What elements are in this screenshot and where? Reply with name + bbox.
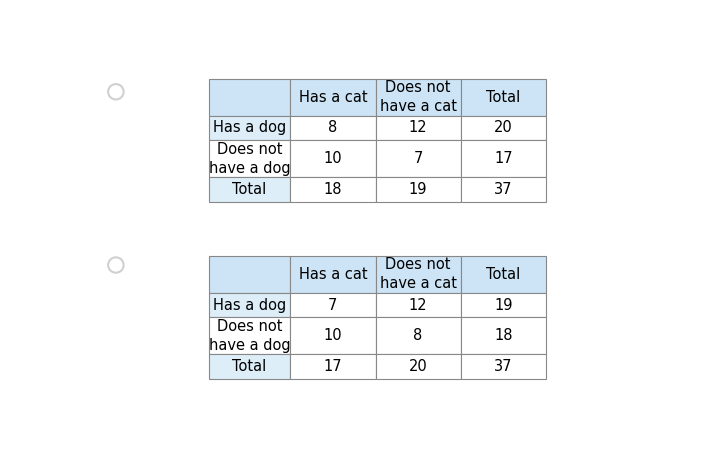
Text: 8: 8	[413, 328, 422, 343]
Bar	[461, 116, 546, 140]
Bar	[376, 256, 461, 293]
Bar	[290, 79, 376, 116]
Text: Does not
have a dog: Does not have a dog	[209, 319, 290, 353]
Bar	[209, 116, 290, 140]
Bar	[376, 140, 461, 177]
Bar	[290, 256, 376, 293]
Bar	[290, 140, 376, 177]
Text: Has a cat: Has a cat	[299, 267, 367, 282]
Bar	[461, 256, 546, 293]
Text: Total: Total	[486, 89, 520, 105]
Bar	[209, 140, 290, 177]
Text: 10: 10	[324, 151, 342, 166]
Text: 19: 19	[409, 182, 427, 197]
Text: Has a dog: Has a dog	[213, 120, 286, 136]
Text: 20: 20	[409, 359, 427, 374]
Text: 20: 20	[494, 120, 513, 136]
Bar	[209, 177, 290, 202]
Bar	[376, 116, 461, 140]
Bar	[376, 354, 461, 379]
Text: 18: 18	[494, 328, 513, 343]
Text: Does not
have a cat: Does not have a cat	[380, 80, 457, 114]
Bar	[461, 317, 546, 354]
Text: Total: Total	[232, 359, 267, 374]
Text: Total: Total	[232, 182, 267, 197]
Text: Does not
have a dog: Does not have a dog	[209, 142, 290, 176]
Text: 37: 37	[494, 182, 513, 197]
Bar	[209, 256, 290, 293]
Text: 12: 12	[409, 120, 427, 136]
Bar	[209, 317, 290, 354]
Bar	[461, 140, 546, 177]
Text: Has a cat: Has a cat	[299, 89, 367, 105]
Bar	[376, 177, 461, 202]
Text: 17: 17	[494, 151, 513, 166]
Text: 37: 37	[494, 359, 513, 374]
Bar	[209, 79, 290, 116]
Text: 17: 17	[324, 359, 342, 374]
Text: Does not
have a cat: Does not have a cat	[380, 258, 457, 291]
Bar	[461, 177, 546, 202]
Bar	[290, 317, 376, 354]
Bar	[290, 177, 376, 202]
Text: 7: 7	[413, 151, 423, 166]
Text: Has a dog: Has a dog	[213, 298, 286, 313]
Text: 18: 18	[324, 182, 342, 197]
Bar	[290, 354, 376, 379]
Bar	[209, 354, 290, 379]
Bar	[461, 354, 546, 379]
Bar	[209, 293, 290, 317]
Text: Total: Total	[486, 267, 520, 282]
Bar	[461, 79, 546, 116]
Bar	[461, 293, 546, 317]
Text: 8: 8	[328, 120, 337, 136]
Bar	[290, 116, 376, 140]
Text: 19: 19	[494, 298, 513, 313]
Text: 7: 7	[328, 298, 337, 313]
Bar	[376, 293, 461, 317]
Bar	[290, 293, 376, 317]
Bar	[376, 317, 461, 354]
Bar	[376, 79, 461, 116]
Text: 10: 10	[324, 328, 342, 343]
Text: 12: 12	[409, 298, 427, 313]
